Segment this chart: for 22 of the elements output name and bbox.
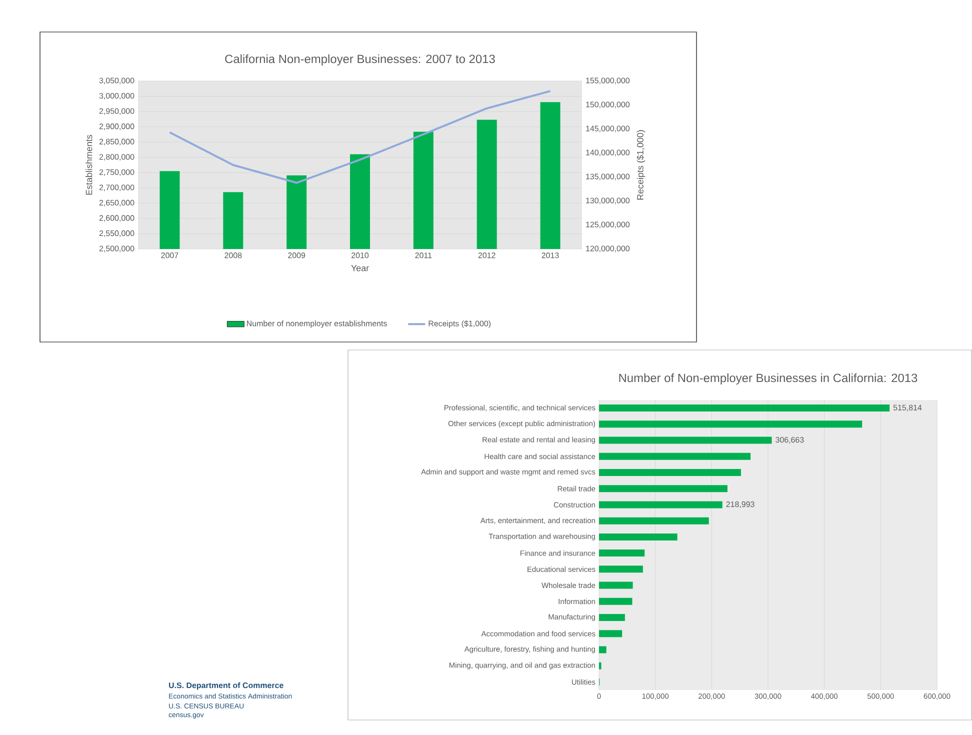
chart-title: California Non-employer Businesses: 2007 to 2013 (225, 54, 495, 66)
x-axis-title: Year (351, 264, 369, 272)
bar (599, 485, 728, 492)
y-axis-title: Establishments (86, 134, 92, 195)
y2-axis-title: Receipts ($1,000) (636, 130, 646, 200)
bar (599, 550, 645, 557)
bar (599, 469, 741, 476)
bar (599, 630, 622, 638)
bar (599, 582, 633, 589)
bar (599, 598, 632, 605)
bar (599, 452, 751, 460)
bar (599, 420, 862, 428)
bar (599, 501, 722, 508)
bar (599, 646, 606, 654)
bar (599, 566, 643, 573)
bar (599, 404, 890, 412)
bar (599, 436, 772, 444)
bar (599, 614, 625, 621)
bar (599, 517, 709, 524)
bar (599, 533, 678, 540)
chart-title: Number of Non-employer Businesses in California: 2013 (619, 373, 918, 385)
line-series (168, 90, 552, 184)
